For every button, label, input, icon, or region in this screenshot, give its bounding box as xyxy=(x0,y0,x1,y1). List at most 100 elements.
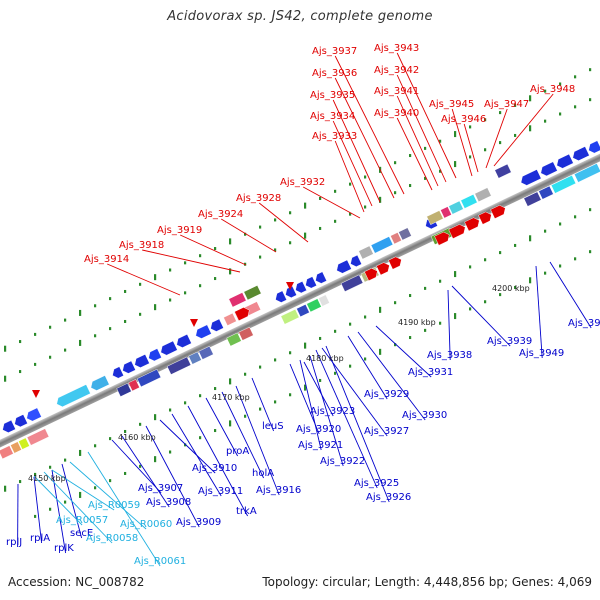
gene-feature[interactable] xyxy=(539,161,558,178)
gene-feature[interactable] xyxy=(110,366,124,380)
gene-feature[interactable] xyxy=(194,324,212,340)
gene-feature[interactable] xyxy=(26,428,50,446)
gene-feature[interactable] xyxy=(0,445,14,460)
genome-backbone xyxy=(0,142,600,459)
gene-feature[interactable] xyxy=(398,227,412,241)
gene-feature[interactable] xyxy=(550,175,577,194)
gene-feature[interactable] xyxy=(273,290,287,304)
gene-feature[interactable] xyxy=(303,276,317,290)
gene-feature[interactable] xyxy=(440,206,452,219)
gene-feature[interactable] xyxy=(234,306,252,321)
gene-feature[interactable] xyxy=(448,223,468,239)
gene-feature[interactable] xyxy=(388,255,403,270)
gene-feature[interactable] xyxy=(120,360,136,375)
gene-feature[interactable] xyxy=(490,204,508,219)
tick-dot xyxy=(109,297,112,301)
gene-feature[interactable] xyxy=(228,292,247,308)
gene-label-lower: Ajs_3931 xyxy=(408,367,453,378)
gene-feature[interactable] xyxy=(434,230,452,246)
gene-feature[interactable] xyxy=(586,140,600,155)
gene-feature[interactable] xyxy=(478,210,493,225)
gene-label-upper: Ajs_3924 xyxy=(198,209,243,220)
gene-feature[interactable] xyxy=(370,236,394,254)
gene-feature[interactable] xyxy=(166,356,192,375)
tick-dot xyxy=(214,247,217,251)
gene-feature[interactable] xyxy=(555,153,574,170)
gene-feature[interactable] xyxy=(12,414,28,428)
gene-feature[interactable] xyxy=(238,326,254,341)
tick-dot xyxy=(259,225,262,229)
gene-feature[interactable] xyxy=(460,194,478,209)
tick-dot xyxy=(94,304,97,308)
tick-dot xyxy=(169,450,172,454)
tick-dot xyxy=(499,111,502,115)
tick-dot xyxy=(49,325,52,329)
gene-feature[interactable] xyxy=(0,419,16,434)
gene-feature[interactable] xyxy=(283,285,297,299)
leader-line xyxy=(451,108,473,177)
tick-dot xyxy=(124,429,127,433)
gene-feature[interactable] xyxy=(390,232,402,245)
tick-dot xyxy=(409,184,412,188)
gene-feature[interactable] xyxy=(146,348,162,363)
gene-feature[interactable] xyxy=(226,332,242,347)
leader-line xyxy=(396,74,447,183)
gene-label-upper: Ajs_3943 xyxy=(374,43,419,54)
tick-dot xyxy=(304,342,307,349)
gene-feature[interactable] xyxy=(116,383,132,397)
leader-line xyxy=(396,52,457,179)
tick-dot xyxy=(514,243,517,247)
gene-label-upper: Ajs_3933 xyxy=(312,131,357,142)
gene-feature[interactable] xyxy=(348,254,362,268)
gene-feature[interactable] xyxy=(208,318,224,333)
tick-dot xyxy=(139,464,142,468)
tick-dot xyxy=(334,371,337,375)
gene-feature[interactable] xyxy=(464,216,482,232)
gene-feature[interactable] xyxy=(128,379,140,392)
gene-feature[interactable] xyxy=(136,368,162,388)
gene-features[interactable] xyxy=(0,140,600,460)
gene-feature[interactable] xyxy=(426,210,444,225)
leader-line xyxy=(107,263,181,296)
gene-feature[interactable] xyxy=(175,334,192,349)
gene-feature[interactable] xyxy=(448,200,464,215)
gene-feature[interactable] xyxy=(574,163,600,183)
gene-feature[interactable] xyxy=(538,185,554,200)
gene-feature[interactable] xyxy=(10,441,22,454)
gene-feature[interactable] xyxy=(376,261,391,276)
gene-feature[interactable] xyxy=(223,312,237,326)
gene-feature[interactable] xyxy=(364,267,379,282)
gene-feature[interactable] xyxy=(89,375,110,392)
gene-feature[interactable] xyxy=(494,163,512,179)
gene-feature[interactable] xyxy=(280,308,300,325)
gene-label-lower: Ajs_3938 xyxy=(427,350,472,361)
gene-feature[interactable] xyxy=(340,274,364,292)
gene-feature[interactable] xyxy=(243,285,262,301)
gene-feature[interactable] xyxy=(133,354,150,369)
gene-feature[interactable] xyxy=(523,191,542,207)
tick-dot xyxy=(214,277,217,281)
gene-label-lower: rplA xyxy=(30,533,50,544)
tick-dot xyxy=(409,336,412,340)
leader-line xyxy=(221,391,265,479)
gene-feature[interactable] xyxy=(358,245,374,260)
gene-feature[interactable] xyxy=(318,294,330,307)
gene-feature[interactable] xyxy=(313,271,327,285)
gene-feature[interactable] xyxy=(306,298,322,313)
gene-feature[interactable] xyxy=(293,281,307,294)
gene-feature[interactable] xyxy=(25,407,42,423)
gene-feature[interactable] xyxy=(198,345,214,360)
gene-feature[interactable] xyxy=(571,146,590,162)
gene-feature[interactable] xyxy=(296,304,310,318)
gene-feature[interactable] xyxy=(188,351,202,365)
gene-feature[interactable] xyxy=(18,437,30,450)
rna-label: Ajs_R0061 xyxy=(134,556,186,567)
tick-dot xyxy=(139,422,142,426)
leader-line xyxy=(187,405,248,517)
gene-feature[interactable] xyxy=(474,187,492,203)
gene-feature[interactable] xyxy=(335,259,352,275)
gene-feature[interactable] xyxy=(519,169,542,187)
gene-feature[interactable] xyxy=(159,340,178,357)
gene-feature[interactable] xyxy=(55,384,91,408)
gene-label-lower: Ajs_3927 xyxy=(364,426,409,437)
